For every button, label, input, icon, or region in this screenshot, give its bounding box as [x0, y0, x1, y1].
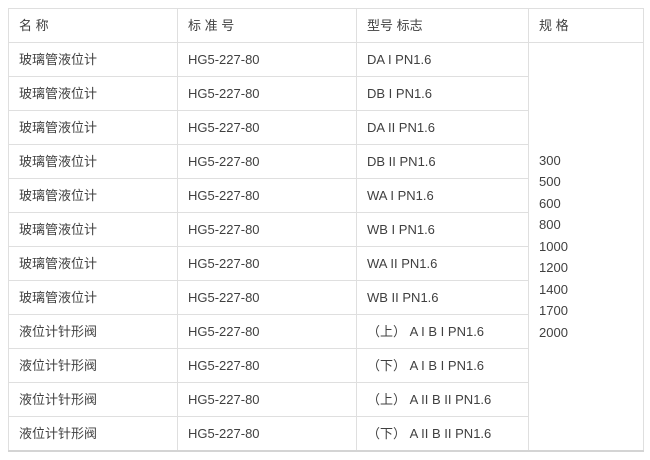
cell-model: DA II PN1.6 — [356, 110, 529, 145]
spec-value: 2000 — [539, 324, 568, 340]
cell-name: 玻璃管液位计 — [8, 110, 178, 145]
cell-model: （上） A I B I PN1.6 — [356, 314, 529, 349]
spec-value: 1000 — [539, 238, 568, 254]
cell-name: 液位计针形阀 — [8, 314, 178, 349]
cell-standard: HG5-227-80 — [177, 212, 357, 247]
cell-model: WB I PN1.6 — [356, 212, 529, 247]
table-row: 液位计针形阀 HG5-227-80 （上） A II B II PN1.6 — [8, 382, 644, 417]
table-row: 液位计针形阀 HG5-227-80 （上） A I B I PN1.6 — [8, 314, 644, 349]
cell-name: 玻璃管液位计 — [8, 246, 178, 281]
cell-standard: HG5-227-80 — [177, 110, 357, 145]
table-row: 玻璃管液位计 HG5-227-80 DB II PN1.6 — [8, 144, 644, 179]
cell-name: 玻璃管液位计 — [8, 42, 178, 77]
table-row: 玻璃管液位计 HG5-227-80 DA II PN1.6 — [8, 110, 644, 145]
cell-name: 玻璃管液位计 — [8, 144, 178, 179]
cell-model: DB I PN1.6 — [356, 76, 529, 111]
table-row: 液位计针形阀 HG5-227-80 （下） A I B I PN1.6 — [8, 348, 644, 383]
cell-model: WB II PN1.6 — [356, 280, 529, 315]
product-spec-table: 名 称 标 准 号 型号 标志 规 格 玻璃管液位计 HG5-227-80 DA… — [8, 8, 644, 452]
table-row: 玻璃管液位计 HG5-227-80 WB II PN1.6 — [8, 280, 644, 315]
cell-name: 液位计针形阀 — [8, 382, 178, 417]
cell-name: 玻璃管液位计 — [8, 178, 178, 213]
cell-standard: HG5-227-80 — [177, 348, 357, 383]
header-standard-no: 标 准 号 — [177, 8, 357, 43]
cell-standard: HG5-227-80 — [177, 76, 357, 111]
table-row: 玻璃管液位计 HG5-227-80 WA II PN1.6 — [8, 246, 644, 281]
table-row: 玻璃管液位计 HG5-227-80 WB I PN1.6 — [8, 212, 644, 247]
cell-model: WA I PN1.6 — [356, 178, 529, 213]
cell-name: 玻璃管液位计 — [8, 212, 178, 247]
cell-model: DB II PN1.6 — [356, 144, 529, 179]
cell-model: （上） A II B II PN1.6 — [356, 382, 529, 417]
cell-standard: HG5-227-80 — [177, 246, 357, 281]
table-row: 玻璃管液位计 HG5-227-80 DA I PN1.6 300 500 600… — [8, 42, 644, 452]
cell-standard: HG5-227-80 — [177, 314, 357, 349]
cell-name: 液位计针形阀 — [8, 348, 178, 383]
cell-model: WA II PN1.6 — [356, 246, 529, 281]
cell-name: 玻璃管液位计 — [8, 76, 178, 111]
table-row: 玻璃管液位计 HG5-227-80 DB I PN1.6 — [8, 76, 644, 111]
cell-standard: HG5-227-80 — [177, 416, 357, 452]
cell-model: （下） A I B I PN1.6 — [356, 348, 529, 383]
spec-value: 300 — [539, 152, 561, 168]
header-row: 名 称 标 准 号 型号 标志 规 格 — [8, 8, 644, 43]
table-row: 液位计针形阀 HG5-227-80 （下） A II B II PN1.6 — [8, 416, 644, 452]
cell-standard: HG5-227-80 — [177, 382, 357, 417]
cell-standard: HG5-227-80 — [177, 178, 357, 213]
spec-value: 1200 — [539, 260, 568, 276]
cell-name: 液位计针形阀 — [8, 416, 178, 452]
cell-model: DA I PN1.6 — [356, 42, 529, 77]
header-name: 名 称 — [8, 8, 178, 43]
spec-merged-cell: 300 500 600 800 1000 1200 1400 1700 2000 — [528, 42, 644, 452]
cell-standard: HG5-227-80 — [177, 144, 357, 179]
spec-value: 1700 — [539, 303, 568, 319]
table-row: 玻璃管液位计 HG5-227-80 WA I PN1.6 — [8, 178, 644, 213]
header-model-mark: 型号 标志 — [356, 8, 529, 43]
header-spec: 规 格 — [528, 8, 644, 43]
spec-value: 1400 — [539, 281, 568, 297]
spec-value: 800 — [539, 217, 561, 233]
cell-model: （下） A II B II PN1.6 — [356, 416, 529, 452]
cell-standard: HG5-227-80 — [177, 42, 357, 77]
spec-value: 600 — [539, 195, 561, 211]
cell-standard: HG5-227-80 — [177, 280, 357, 315]
spec-value: 500 — [539, 174, 561, 190]
cell-name: 玻璃管液位计 — [8, 280, 178, 315]
